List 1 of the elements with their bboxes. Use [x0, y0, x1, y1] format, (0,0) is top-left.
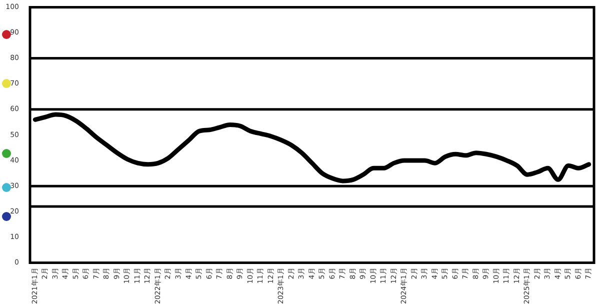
line-series [32, 112, 592, 184]
